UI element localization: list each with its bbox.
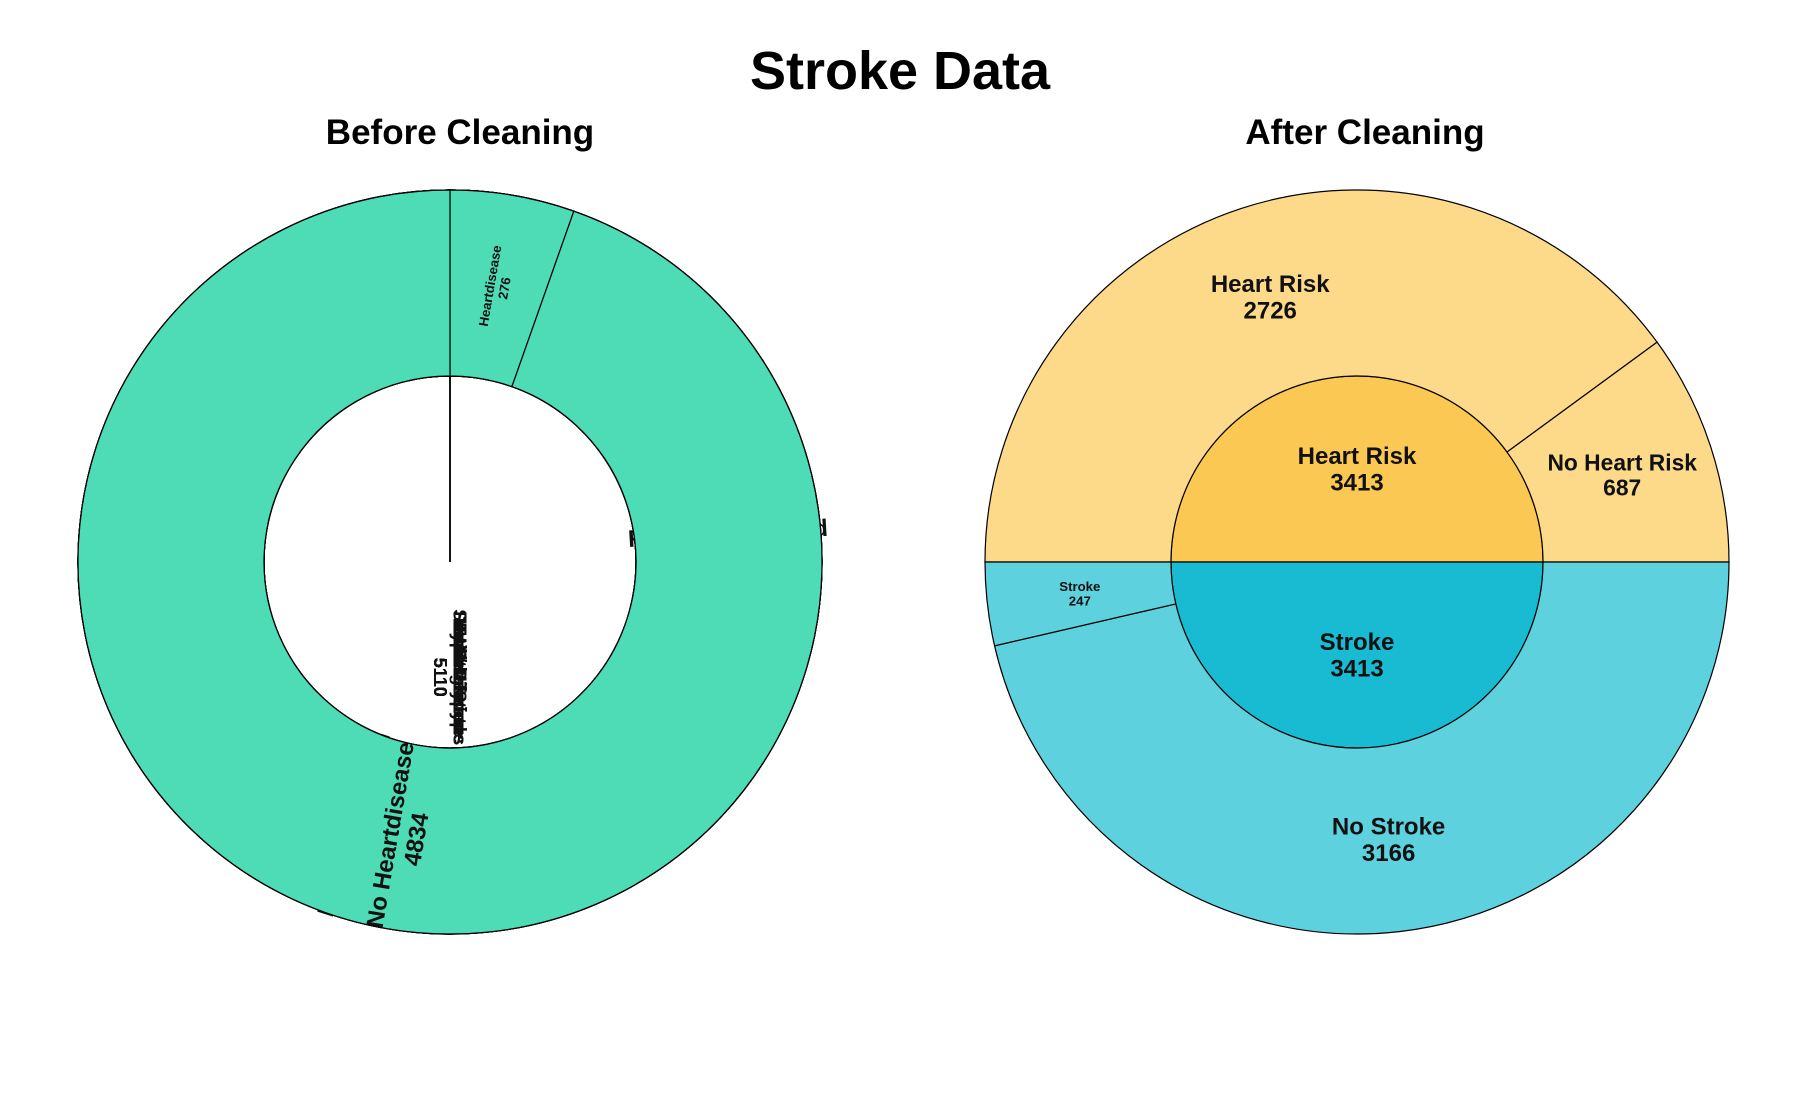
inner-label-work-type: Work Type5110 — [430, 632, 470, 722]
outer-label-heart-risk-heart-risk: Heart Risk 2726 — [1211, 271, 1330, 324]
outer-label-stroke-no-stroke: No Stroke 3166 — [1332, 813, 1445, 866]
outer-segment-stroke-no-stroke[interactable] — [993, 561, 1730, 935]
inner-label-residence-type: Residence type5110 — [430, 611, 470, 743]
right-chart-title: After Cleaning — [1245, 113, 1485, 152]
inner-label-heart-risk: Heart Risk 3413 — [1298, 443, 1417, 496]
inner-label-ever-married: Ever Married5110 — [430, 623, 470, 732]
outer-label-heart-risk-no-heart-risk: No Heart Risk 687 — [1547, 450, 1697, 501]
inner-label-hypertension: Hypertension5110 — [430, 620, 470, 735]
outer-segment-stroke-stroke[interactable] — [984, 561, 1177, 647]
outer-segment-heart-disease-no-heartdisease[interactable] — [77, 189, 823, 935]
inner-label-stroke: Stroke5110 — [430, 649, 470, 705]
chart-title: Stroke Data — [749, 41, 1051, 101]
inner-label-smoking-status: Smoking Status5110 — [430, 609, 470, 745]
inner-label-heart-disease: Heart Disease5110 — [430, 618, 470, 737]
sunburst-before-cleaning: Male2115Female2994Gender5110No1757Yes335… — [77, 189, 829, 935]
sunburst-after-cleaning: Heart Risk 2726 No Heart Risk 687 Heart Risk… — [984, 189, 1730, 935]
left-chart-title: Before Cleaning — [325, 113, 595, 152]
inner-label-gender: Gender5110 — [430, 646, 470, 709]
inner-label-stroke: Stroke 3413 — [1320, 629, 1395, 682]
outer-label-stroke-stroke: Stroke 247 — [1059, 579, 1100, 609]
outer-segment-heart-risk-heart-risk[interactable] — [984, 189, 1658, 563]
